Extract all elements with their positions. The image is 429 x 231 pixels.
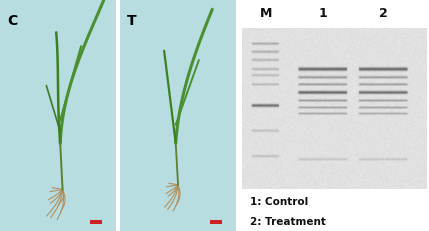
Text: 2: 2 bbox=[379, 7, 387, 20]
Text: 1: 1 bbox=[319, 7, 327, 20]
Bar bbox=[91, 220, 102, 224]
Text: T: T bbox=[127, 14, 137, 28]
Text: M: M bbox=[260, 7, 272, 20]
Text: C: C bbox=[7, 14, 17, 28]
Text: 1: Control: 1: Control bbox=[250, 197, 308, 207]
Text: 2: Treatment: 2: Treatment bbox=[250, 217, 326, 227]
Bar bbox=[211, 220, 222, 224]
